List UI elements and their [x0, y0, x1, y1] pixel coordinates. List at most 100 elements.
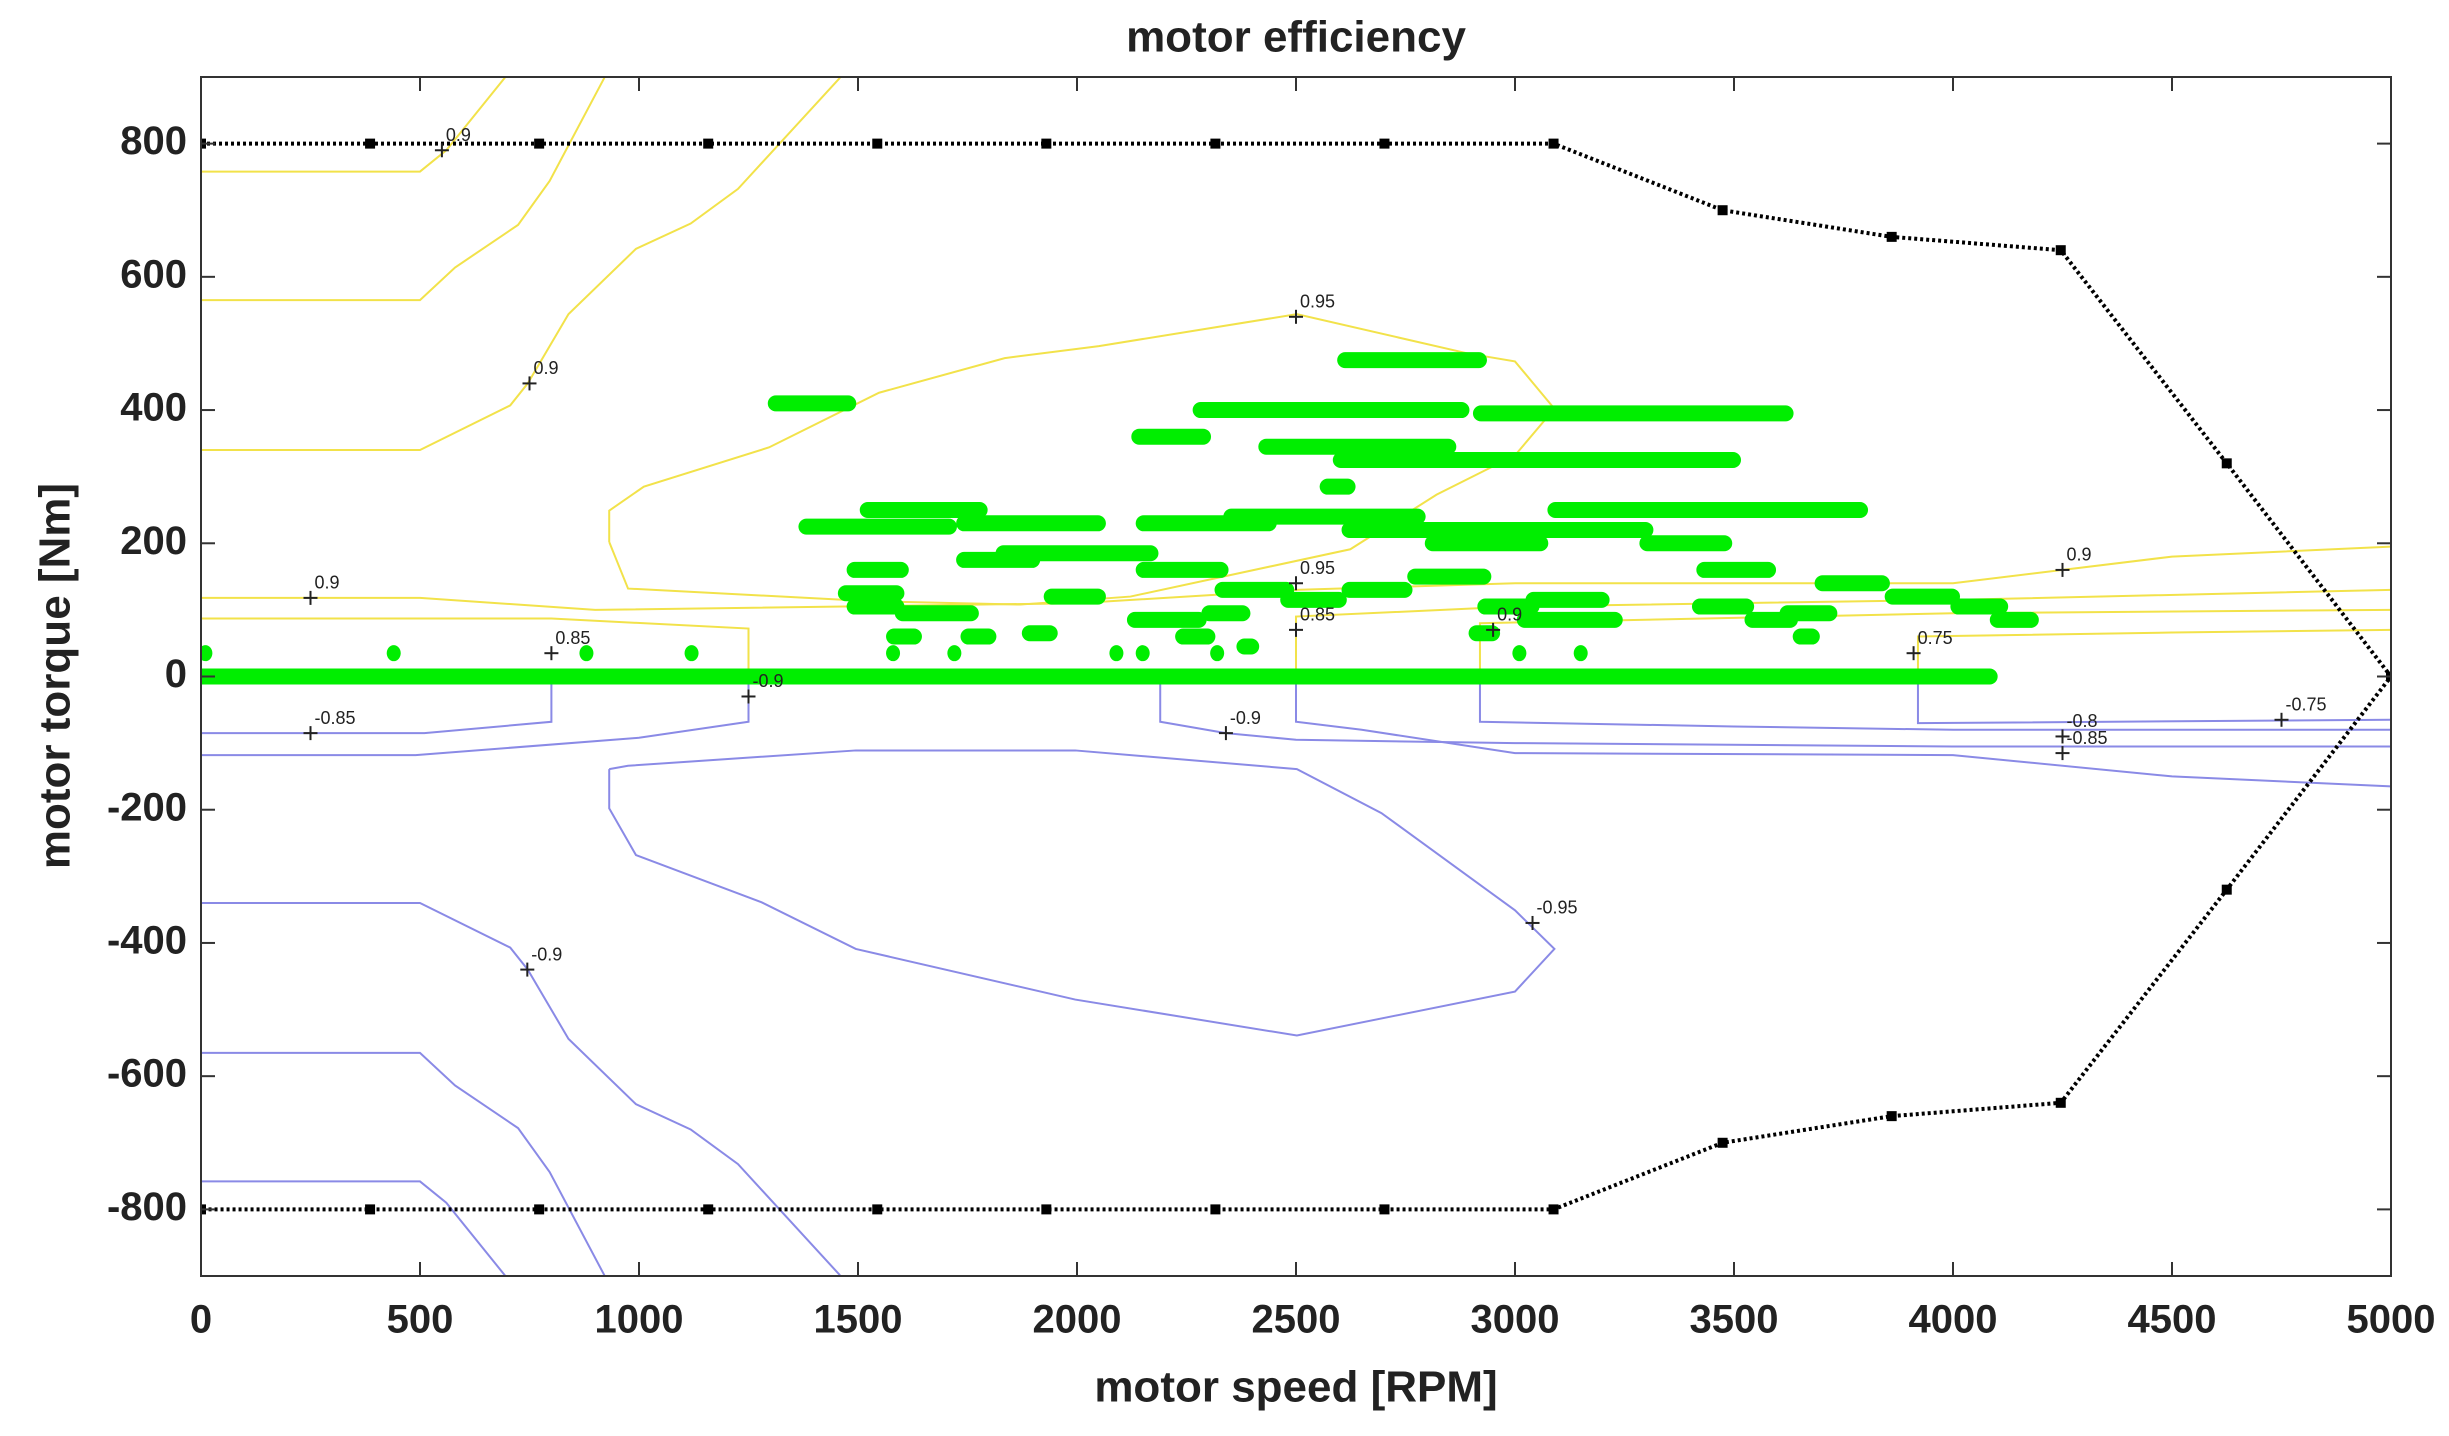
envelope-marker	[365, 1204, 376, 1215]
y-tick-label: 400	[120, 386, 187, 430]
operating-point	[960, 628, 997, 645]
contour-label: -0.9	[531, 944, 562, 964]
envelope-marker	[1210, 138, 1221, 149]
operating-point	[1341, 581, 1413, 598]
envelope-marker	[534, 138, 545, 149]
envelope-marker	[2221, 458, 2232, 469]
operating-point	[1192, 402, 1470, 419]
operating-point	[798, 518, 957, 535]
envelope-marker	[2055, 1097, 2066, 1108]
contour-line	[201, 617, 750, 677]
operating-point	[1258, 438, 1457, 455]
operating-point	[1319, 478, 1356, 495]
operating-point	[859, 501, 988, 518]
y-tick-label: 800	[120, 119, 187, 163]
operating-point	[1884, 588, 1960, 605]
envelope-marker	[1886, 231, 1897, 242]
envelope-marker	[1210, 1204, 1221, 1215]
contour-label-marker	[1289, 576, 1303, 591]
contour-label-marker	[2274, 712, 2289, 727]
envelope-marker	[2055, 245, 2066, 256]
contour-line	[1916, 628, 2391, 677]
envelope-marker	[872, 138, 883, 149]
operating-point	[1950, 598, 2009, 615]
contour-label-marker	[520, 962, 535, 977]
operating-point	[1814, 575, 1890, 592]
operating-point	[1135, 561, 1229, 578]
operating-point	[201, 668, 1998, 685]
operating-point	[1332, 452, 1741, 469]
plot-area: 0.9 0.9 0.95 0.9 0.85 0.95 0.85 0.9 0.75 0.9 -0.9 -…	[201, 77, 2391, 1276]
contour-label: 0.75	[1918, 628, 1953, 648]
contour-label-marker	[1218, 726, 1233, 741]
contour-label: 0.9	[534, 358, 559, 378]
operating-point	[386, 645, 401, 662]
x-tick-label: 3000	[1471, 1298, 1560, 1342]
contour-line	[1295, 676, 2391, 788]
envelope-marker	[2221, 884, 2232, 895]
y-tick-label: 200	[120, 519, 187, 563]
contour-label-marker	[741, 689, 756, 704]
operating-point	[201, 645, 213, 662]
x-tick-label: 4000	[1909, 1298, 1998, 1342]
operating-point	[1547, 501, 1869, 518]
y-tick-label: -800	[107, 1185, 187, 1229]
operating-point	[1109, 645, 1124, 662]
operating-point	[1477, 598, 1540, 615]
contour-line	[608, 749, 1556, 1037]
operating-point	[579, 645, 594, 662]
operating-point	[956, 515, 1106, 532]
chart-title: motor efficiency	[1126, 13, 1466, 62]
contour-label: 0.95	[1300, 292, 1335, 312]
operating-point	[1341, 521, 1654, 538]
envelope-marker	[1041, 138, 1052, 149]
contour-line	[1159, 676, 2391, 748]
x-tick-label: 2500	[1252, 1298, 1341, 1342]
contour-label: 0.9	[1497, 605, 1522, 625]
operating-point	[1696, 561, 1777, 578]
operating-point	[956, 551, 1041, 568]
contour-label: 0.9	[2067, 545, 2092, 565]
contour-line	[201, 1180, 507, 1276]
contour-line	[201, 1051, 606, 1276]
contour-label-marker	[1289, 622, 1303, 637]
envelope-marker	[1717, 1137, 1728, 1148]
envelope-marker	[1379, 1204, 1390, 1215]
operating-point	[837, 585, 905, 602]
contour-label: -0.95	[1537, 898, 1578, 918]
envelope-marker	[1548, 1204, 1559, 1215]
operating-point	[1175, 628, 1216, 645]
contour-label-marker	[1486, 622, 1501, 637]
operating-point	[846, 561, 909, 578]
contour-label-marker	[544, 646, 559, 661]
operating-point	[1989, 611, 2039, 628]
contour-line	[201, 77, 507, 173]
envelope-marker	[365, 138, 376, 149]
operating-point	[1280, 591, 1347, 608]
contour-label-marker	[1906, 646, 1921, 661]
x-axis-label: motor speed [RPM]	[1094, 1363, 1497, 1412]
contour-label-marker	[1289, 309, 1303, 324]
operating-point	[894, 605, 979, 622]
operating-point	[1639, 535, 1733, 552]
operating-point	[1792, 628, 1820, 645]
operating-point	[1468, 625, 1501, 642]
operating-point	[767, 395, 857, 412]
contour-line	[1916, 676, 2391, 725]
contour-label: 0.85	[1300, 605, 1335, 625]
contour-label: 0.9	[446, 125, 471, 145]
contour-label: -0.8	[2067, 711, 2098, 731]
x-tick-label: 4500	[2128, 1298, 2217, 1342]
x-tick-label: 3500	[1690, 1298, 1779, 1342]
x-tick-label: 1500	[814, 1298, 903, 1342]
operating-point	[886, 628, 922, 645]
envelope-marker	[872, 1204, 883, 1215]
operating-point	[1214, 581, 1295, 598]
contour-line	[1478, 676, 2391, 731]
y-tick-label: -600	[107, 1052, 187, 1096]
operating-point	[1525, 591, 1610, 608]
envelope-marker	[1379, 138, 1390, 149]
envelope-marker	[1548, 138, 1559, 149]
